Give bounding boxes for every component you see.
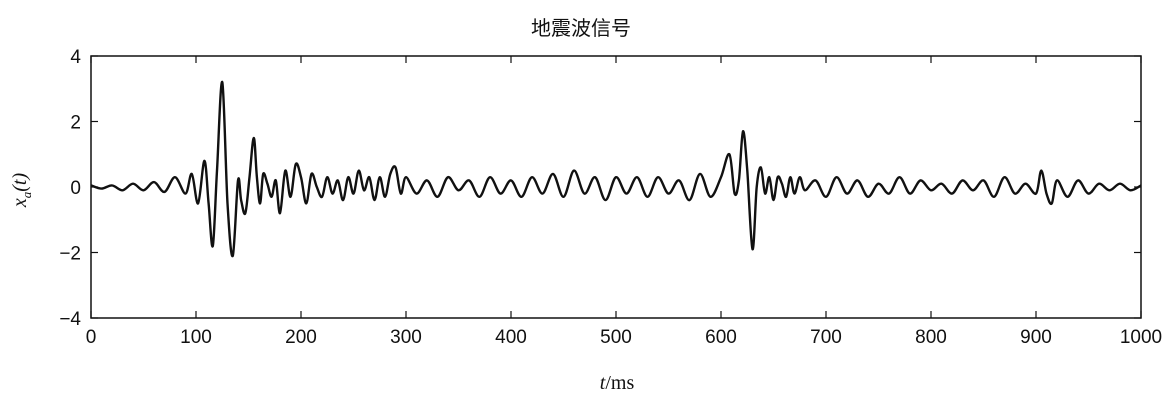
x-tick-label: 200 xyxy=(285,327,317,348)
y-tick-label: 4 xyxy=(70,47,81,68)
y-axis-label: xa(t) xyxy=(9,173,34,209)
x-tick-label: 900 xyxy=(1020,327,1052,348)
x-tick-label: 800 xyxy=(915,327,947,348)
x-tick-label: 300 xyxy=(390,327,422,348)
y-tick-label: −4 xyxy=(59,309,81,330)
x-tick-label: 700 xyxy=(810,327,842,348)
x-tick-label: 100 xyxy=(180,327,212,348)
x-tick-label: 1000 xyxy=(1120,327,1162,348)
x-tick-label: 500 xyxy=(600,327,632,348)
y-tick-label: −2 xyxy=(59,244,81,265)
x-axis: 0 100 200 300 400 500 600 700 800 900 1000 xyxy=(86,56,1162,348)
x-tick-label: 400 xyxy=(495,327,527,348)
y-tick-label: 2 xyxy=(70,113,81,134)
x-tick-label: 600 xyxy=(705,327,737,348)
x-axis-label: t/ms xyxy=(600,372,635,394)
y-axis: −4 −2 0 2 4 xyxy=(59,47,1141,330)
y-tick-label: 0 xyxy=(70,178,81,199)
x-tick-label: 0 xyxy=(86,327,97,348)
seismic-signal-line xyxy=(90,80,1142,258)
chart-title: 地震波信号 xyxy=(531,16,631,40)
